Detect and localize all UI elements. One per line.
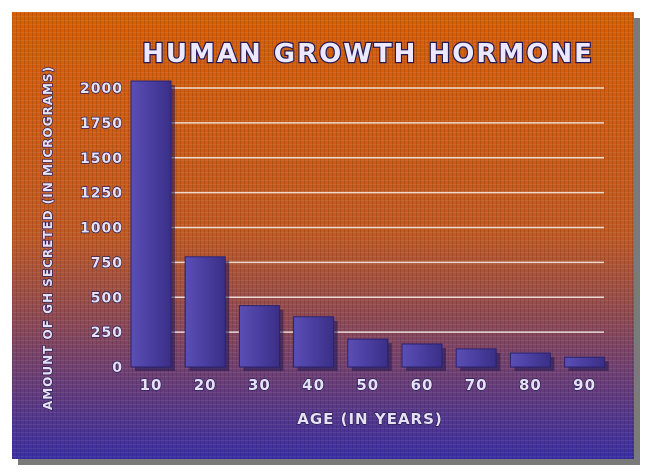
y-tick-label: 1750 (80, 116, 123, 132)
x-tick-label: 20 (194, 376, 217, 394)
bar-age-10 (130, 80, 172, 368)
x-tick-label: 80 (519, 376, 542, 394)
bar-age-80 (509, 352, 551, 368)
y-axis-label: AMOUNT OF GH SECRETED (IN MICROGRAMS) (41, 66, 55, 410)
bar-age-50 (347, 338, 389, 368)
x-tick-label: 50 (356, 376, 379, 394)
x-axis-label: AGE (IN YEARS) (297, 410, 443, 428)
x-tick-label: 60 (411, 376, 434, 394)
bar-age-40 (293, 316, 335, 368)
y-tick-label: 1500 (80, 151, 123, 167)
x-tick-label: 70 (465, 376, 488, 394)
y-tick-label: 250 (91, 325, 123, 341)
bar-age-20 (184, 256, 226, 368)
y-tick-label: 750 (91, 255, 123, 271)
y-tick-label: 2000 (80, 81, 123, 97)
x-tick-label: 10 (140, 376, 163, 394)
x-tick-label: 30 (248, 376, 271, 394)
bar-age-90 (564, 356, 606, 368)
y-tick-label: 1000 (80, 221, 123, 237)
y-tick-labels: 0 250 500 750 1000 1250 1500 1750 2000 (79, 80, 123, 376)
bar-age-30 (238, 305, 280, 368)
bars (130, 80, 609, 372)
background-texture (12, 12, 634, 459)
x-tick-label: 90 (573, 376, 596, 394)
y-tick-label: 1250 (80, 186, 123, 202)
x-tick-label: 40 (302, 376, 325, 394)
y-tick-label: 0 (112, 360, 123, 376)
y-tick-label: 500 (91, 290, 123, 306)
chart-title: HUMAN GROWTH HORMONE (142, 39, 594, 69)
bar-age-60 (401, 343, 443, 368)
x-tick-labels: 10 20 30 40 50 60 70 80 90 (139, 375, 596, 394)
bar-age-70 (455, 348, 497, 368)
